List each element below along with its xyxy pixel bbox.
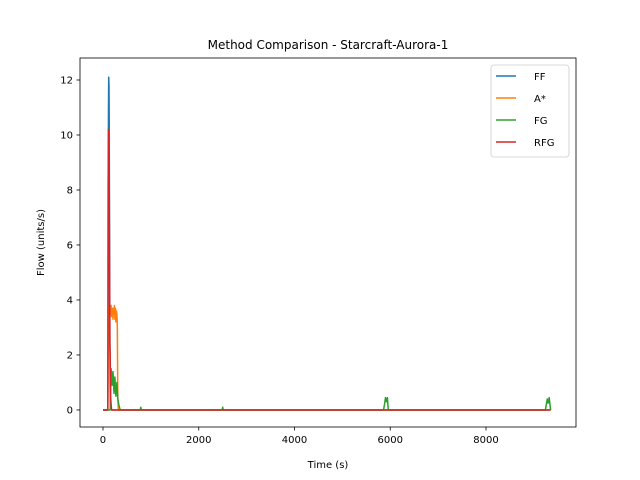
legend-label-ff: FF (534, 72, 546, 83)
y-tick-label: 6 (67, 240, 73, 251)
x-tick-label: 6000 (378, 435, 403, 446)
y-tick-label: 10 (60, 130, 73, 141)
plot-area (103, 76, 552, 411)
legend-label-rfg: RFG (534, 138, 554, 149)
y-tick-label: 8 (67, 185, 73, 196)
x-tick-label: 2000 (186, 435, 211, 446)
x-axis-label: Time (s) (307, 460, 349, 471)
y-tick-label: 2 (67, 350, 73, 361)
x-tick-label: 4000 (282, 435, 307, 446)
series-line-rfg (103, 128, 551, 411)
y-tick-label: 4 (67, 295, 73, 306)
y-axis-label: Flow (units/s) (36, 209, 47, 276)
y-tick-label: 0 (67, 405, 73, 416)
legend: FF A* FG RFG (490, 64, 570, 158)
x-tick-label: 8000 (473, 435, 498, 446)
y-tick-label: 12 (60, 75, 73, 86)
legend-label-fg: FG (534, 116, 548, 127)
y-axis: 0 2 4 6 8 10 12 (60, 75, 80, 416)
x-axis: 0 2000 4000 6000 8000 (100, 427, 499, 446)
chart-title: Method Comparison - Starcraft-Aurora-1 (208, 38, 449, 52)
legend-box (490, 64, 570, 158)
legend-label-a-: A* (534, 94, 546, 105)
x-tick-label: 0 (100, 435, 106, 446)
plot-frame (79, 57, 577, 428)
